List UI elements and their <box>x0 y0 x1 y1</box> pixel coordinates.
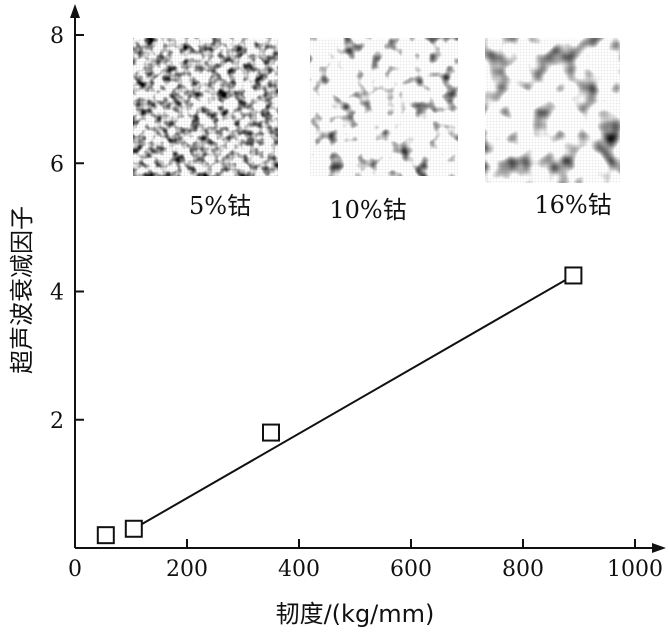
fit-line <box>133 274 574 530</box>
data-point <box>262 423 280 442</box>
inset-10-percent: 10%钴 <box>310 38 458 224</box>
x-tick-label: 600 <box>390 557 432 582</box>
inset-16-percent: 16%钴 <box>485 38 620 219</box>
y-axis-arrow-icon <box>70 4 80 18</box>
data-point <box>564 266 583 285</box>
x-axis-arrow-icon <box>652 543 666 553</box>
data-points <box>96 266 583 545</box>
y-tick-label: 2 <box>50 409 64 434</box>
x-tick-label: 400 <box>278 557 320 582</box>
data-point <box>96 526 115 545</box>
inset-label: 10%钴 <box>329 196 406 224</box>
x-tick-label: 0 <box>68 557 82 582</box>
y-tick-label: 6 <box>50 152 64 177</box>
x-ticks: 0 200 400 600 800 1000 <box>68 539 663 582</box>
x-axis-title: 韧度/(kg/mm) <box>276 600 435 628</box>
y-tick-label: 4 <box>50 281 64 306</box>
y-axis-title: 超声波衰减因子 <box>8 206 36 374</box>
inset-label: 5%钴 <box>189 192 251 220</box>
inset-label: 16%钴 <box>534 191 611 219</box>
y-tick-label: 8 <box>50 24 64 49</box>
x-tick-label: 1000 <box>607 557 663 582</box>
inset-5-percent: 5%钴 <box>133 38 278 220</box>
data-point <box>124 519 143 538</box>
x-tick-label: 800 <box>502 557 544 582</box>
x-tick-label: 200 <box>166 557 208 582</box>
y-ticks: 2 4 6 8 <box>50 24 84 434</box>
